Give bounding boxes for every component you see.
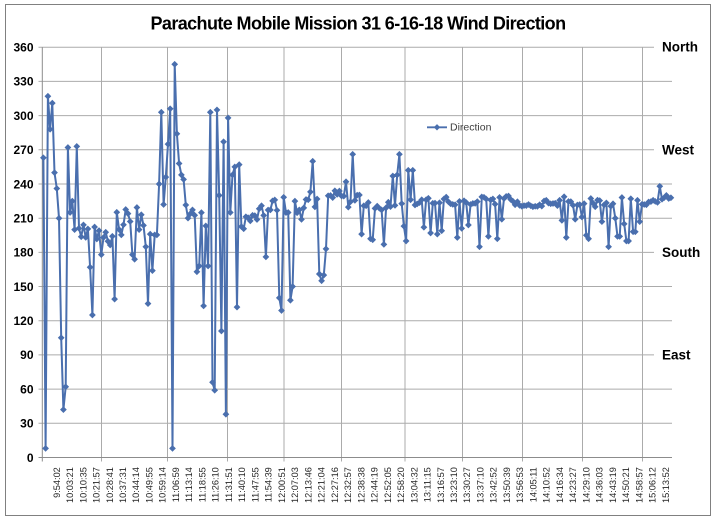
svg-text:13:50:39: 13:50:39 (502, 467, 512, 503)
svg-text:11:26:10: 11:26:10 (211, 467, 221, 502)
svg-text:30: 30 (20, 417, 34, 431)
svg-text:15:06:12: 15:06:12 (648, 467, 658, 503)
svg-text:330: 330 (13, 75, 33, 89)
svg-text:Parachute Mobile Mission 31 6-: Parachute Mobile Mission 31 6-16-18 Wind… (151, 14, 566, 34)
svg-text:12:13:46: 12:13:46 (303, 467, 313, 503)
svg-text:11:18:55: 11:18:55 (197, 467, 207, 502)
svg-text:60: 60 (20, 382, 34, 396)
svg-text:12:58:20: 12:58:20 (396, 467, 406, 503)
svg-text:300: 300 (13, 109, 33, 123)
svg-text:14:23:27: 14:23:27 (568, 467, 578, 503)
svg-text:14:58:57: 14:58:57 (634, 467, 644, 503)
svg-text:12:38:38: 12:38:38 (356, 467, 366, 503)
svg-text:120: 120 (13, 314, 33, 328)
svg-text:10:28:41: 10:28:41 (105, 467, 115, 503)
svg-text:12:00:51: 12:00:51 (277, 467, 287, 503)
svg-text:13:11:15: 13:11:15 (423, 467, 433, 502)
svg-text:East: East (662, 347, 691, 362)
svg-text:180: 180 (13, 246, 33, 260)
svg-text:Direction: Direction (450, 122, 492, 134)
svg-text:10:21:57: 10:21:57 (92, 467, 102, 503)
svg-text:10:03:21: 10:03:21 (65, 467, 75, 503)
svg-text:13:16:57: 13:16:57 (436, 467, 446, 503)
svg-text:10:44:14: 10:44:14 (131, 467, 141, 503)
svg-text:14:05:11: 14:05:11 (528, 467, 538, 502)
svg-text:13:04:32: 13:04:32 (409, 467, 419, 503)
svg-text:South: South (662, 245, 700, 260)
svg-text:210: 210 (13, 212, 33, 226)
svg-text:12:52:05: 12:52:05 (383, 467, 393, 503)
svg-text:11:31:51: 11:31:51 (224, 467, 234, 502)
svg-text:14:16:34: 14:16:34 (555, 467, 565, 503)
svg-text:10:59:14: 10:59:14 (158, 467, 168, 503)
svg-text:13:23:10: 13:23:10 (449, 467, 459, 503)
svg-text:12:07:03: 12:07:03 (290, 467, 300, 503)
svg-text:11:13:14: 11:13:14 (184, 467, 194, 502)
svg-text:10:10:35: 10:10:35 (78, 467, 88, 503)
svg-text:14:36:03: 14:36:03 (595, 467, 605, 503)
svg-text:12:44:19: 12:44:19 (370, 467, 380, 503)
svg-text:11:40:10: 11:40:10 (237, 467, 247, 502)
svg-text:150: 150 (13, 280, 33, 294)
svg-text:13:37:10: 13:37:10 (476, 467, 486, 503)
svg-text:360: 360 (13, 41, 33, 55)
svg-text:0: 0 (27, 451, 34, 465)
svg-text:13:42:52: 13:42:52 (489, 467, 499, 503)
svg-text:9:54:02: 9:54:02 (52, 467, 62, 498)
svg-text:11:06:59: 11:06:59 (171, 467, 181, 502)
svg-text:13:30:27: 13:30:27 (462, 467, 472, 503)
svg-text:West: West (662, 142, 695, 157)
svg-text:12:21:04: 12:21:04 (317, 467, 327, 503)
svg-text:14:29:10: 14:29:10 (581, 467, 591, 503)
svg-text:11:47:55: 11:47:55 (250, 467, 260, 502)
svg-text:10:37:31: 10:37:31 (118, 467, 128, 503)
svg-text:15:13:52: 15:13:52 (661, 467, 671, 503)
svg-text:240: 240 (13, 177, 33, 191)
svg-text:90: 90 (20, 348, 34, 362)
svg-text:14:43:19: 14:43:19 (608, 467, 618, 503)
svg-text:North: North (662, 40, 698, 55)
svg-text:270: 270 (13, 143, 33, 157)
svg-text:10:49:55: 10:49:55 (145, 467, 155, 503)
svg-text:14:50:21: 14:50:21 (621, 467, 631, 503)
svg-text:12:32:57: 12:32:57 (343, 467, 353, 503)
svg-text:14:10:52: 14:10:52 (542, 467, 552, 503)
svg-text:13:56:53: 13:56:53 (515, 467, 525, 503)
svg-text:12:27:16: 12:27:16 (330, 467, 340, 503)
svg-text:11:54:39: 11:54:39 (264, 467, 274, 502)
